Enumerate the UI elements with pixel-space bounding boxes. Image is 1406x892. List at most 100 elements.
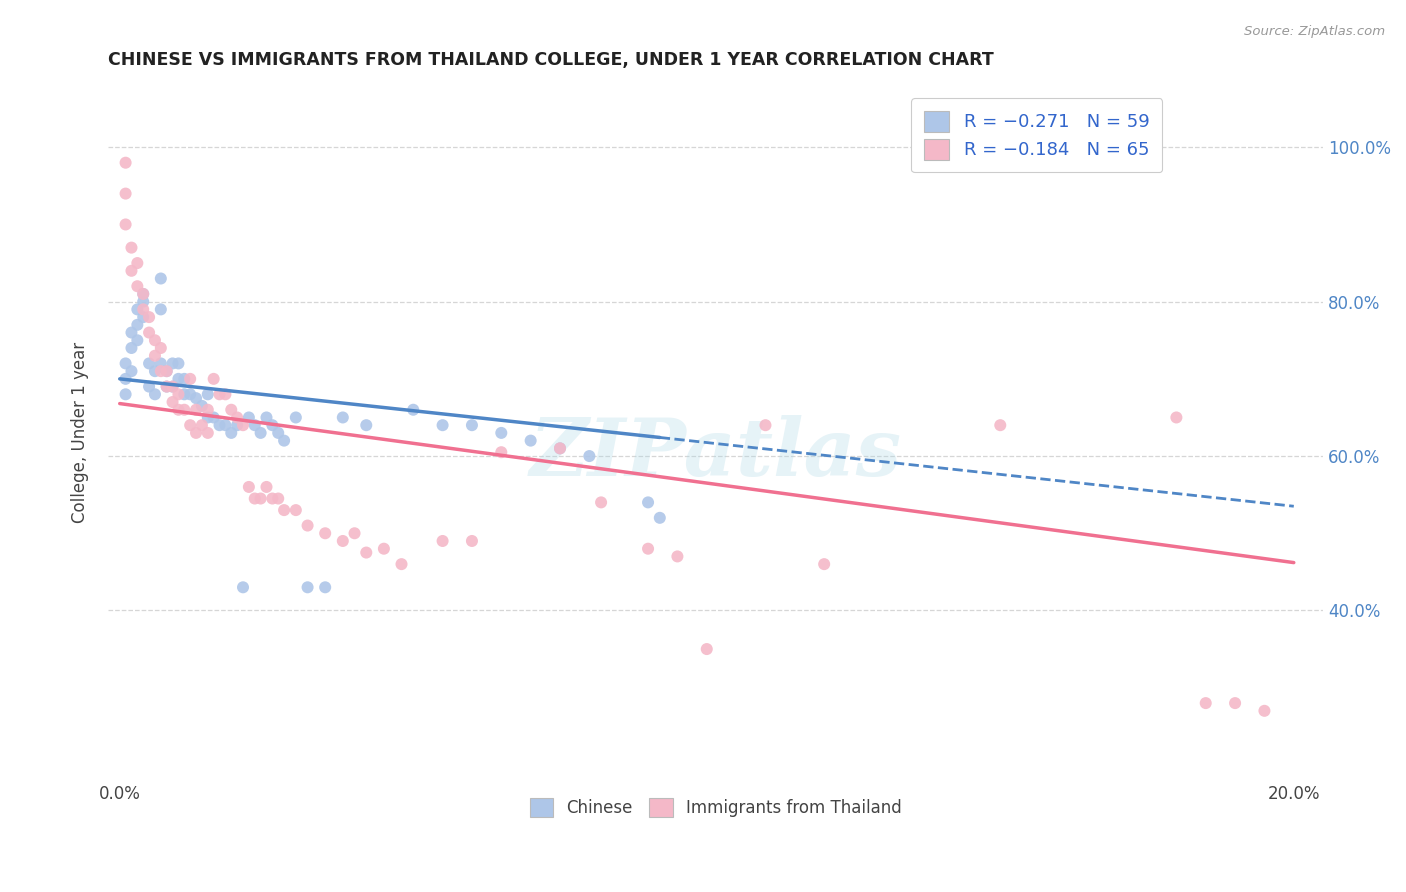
Point — [273, 503, 295, 517]
Point — [114, 387, 136, 401]
Point — [267, 425, 290, 440]
Point — [314, 580, 336, 594]
Point — [637, 495, 659, 509]
Point — [1253, 704, 1275, 718]
Point — [162, 379, 184, 393]
Point — [138, 356, 160, 370]
Point — [391, 557, 413, 571]
Point — [121, 341, 143, 355]
Point — [461, 418, 484, 433]
Point — [988, 418, 1011, 433]
Point — [332, 410, 354, 425]
Point — [156, 379, 179, 393]
Point — [297, 518, 319, 533]
Legend: Chinese, Immigrants from Thailand: Chinese, Immigrants from Thailand — [523, 791, 908, 824]
Point — [138, 310, 160, 325]
Point — [184, 402, 207, 417]
Point — [208, 387, 231, 401]
Point — [121, 326, 143, 340]
Point — [184, 391, 207, 405]
Point — [666, 549, 689, 564]
Point — [114, 186, 136, 201]
Point — [121, 264, 143, 278]
Point — [179, 387, 201, 401]
Point — [143, 333, 166, 347]
Point — [202, 410, 225, 425]
Point — [156, 379, 179, 393]
Point — [149, 271, 172, 285]
Point — [256, 480, 278, 494]
Point — [232, 418, 254, 433]
Point — [491, 425, 513, 440]
Point — [156, 364, 179, 378]
Point — [219, 402, 242, 417]
Point — [262, 491, 284, 506]
Point — [267, 491, 290, 506]
Point — [256, 410, 278, 425]
Point — [143, 349, 166, 363]
Point — [314, 526, 336, 541]
Point — [197, 425, 219, 440]
Point — [127, 318, 149, 332]
Point — [548, 442, 571, 456]
Point — [191, 399, 214, 413]
Point — [173, 402, 195, 417]
Point — [648, 511, 671, 525]
Text: Source: ZipAtlas.com: Source: ZipAtlas.com — [1244, 25, 1385, 38]
Point — [127, 302, 149, 317]
Point — [238, 480, 260, 494]
Point — [167, 402, 190, 417]
Point — [149, 302, 172, 317]
Point — [1166, 410, 1188, 425]
Point — [167, 356, 190, 370]
Point — [179, 372, 201, 386]
Point — [167, 387, 190, 401]
Point — [132, 302, 155, 317]
Point — [332, 533, 354, 548]
Point — [1195, 696, 1218, 710]
Point — [249, 425, 271, 440]
Point — [132, 287, 155, 301]
Point — [243, 491, 266, 506]
Point — [143, 387, 166, 401]
Point — [121, 241, 143, 255]
Point — [754, 418, 776, 433]
Point — [637, 541, 659, 556]
Point — [132, 294, 155, 309]
Point — [114, 372, 136, 386]
Point — [232, 580, 254, 594]
Point — [249, 491, 271, 506]
Point — [402, 402, 425, 417]
Point — [696, 642, 718, 657]
Point — [114, 356, 136, 370]
Point — [208, 418, 231, 433]
Point — [343, 526, 366, 541]
Point — [214, 387, 236, 401]
Point — [132, 310, 155, 325]
Point — [202, 372, 225, 386]
Point — [226, 418, 249, 433]
Point — [491, 445, 513, 459]
Point — [1223, 696, 1246, 710]
Point — [356, 545, 378, 559]
Point — [127, 256, 149, 270]
Point — [226, 410, 249, 425]
Point — [432, 533, 454, 548]
Point — [373, 541, 395, 556]
Point — [138, 326, 160, 340]
Point — [219, 425, 242, 440]
Point — [132, 287, 155, 301]
Point — [243, 418, 266, 433]
Point — [114, 155, 136, 169]
Point — [297, 580, 319, 594]
Text: ZIPatlas: ZIPatlas — [530, 415, 901, 492]
Point — [197, 387, 219, 401]
Point — [519, 434, 541, 448]
Point — [114, 218, 136, 232]
Point — [548, 442, 571, 456]
Point — [162, 395, 184, 409]
Point — [461, 533, 484, 548]
Point — [284, 503, 307, 517]
Point — [143, 364, 166, 378]
Point — [162, 379, 184, 393]
